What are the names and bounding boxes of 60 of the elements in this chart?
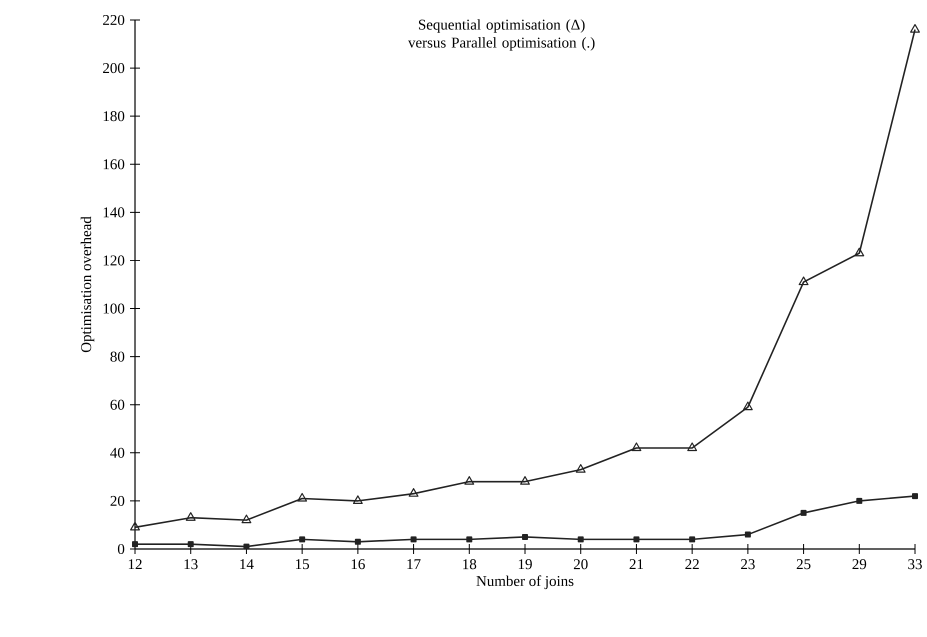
- point: [243, 544, 250, 550]
- x-tick-label: 29: [852, 559, 866, 570]
- x-tick-label: 12: [128, 559, 142, 570]
- x-tick-label: 14: [240, 559, 254, 570]
- y-tick-label: 160: [104, 159, 124, 170]
- y-tick-label: 140: [104, 207, 124, 218]
- point: [352, 495, 363, 504]
- point: [632, 442, 642, 452]
- point: [130, 522, 140, 530]
- y-tick-label: 60: [110, 400, 124, 410]
- point: [744, 532, 751, 538]
- point: [912, 493, 918, 500]
- x-tick-label: 33: [908, 559, 922, 570]
- y-tick-label: 0: [118, 544, 124, 554]
- x-tick-label: 22: [685, 559, 699, 570]
- point: [410, 536, 417, 542]
- point: [633, 536, 640, 542]
- y-tick-label: 220: [103, 14, 124, 26]
- x-tick-label: 17: [407, 559, 421, 570]
- point: [689, 536, 696, 542]
- x-tick-label: 19: [518, 559, 532, 570]
- y-axis-title: Optimisation overhead: [80, 216, 94, 352]
- y-tick-label: 200: [103, 63, 124, 74]
- point: [299, 536, 306, 542]
- point: [408, 488, 419, 497]
- x-tick-label: 16: [352, 559, 365, 570]
- y-tick-label: 20: [110, 496, 124, 506]
- point: [188, 541, 194, 548]
- point: [464, 476, 474, 485]
- point: [520, 476, 530, 485]
- point: [466, 536, 472, 542]
- y-tick-label: 80: [110, 352, 124, 362]
- point: [186, 512, 196, 521]
- point: [522, 534, 528, 540]
- point: [910, 24, 920, 33]
- y-tick-label: 40: [110, 448, 124, 458]
- point: [798, 276, 809, 286]
- point: [856, 498, 862, 504]
- x-tick-label: 21: [630, 559, 644, 570]
- point: [800, 510, 807, 516]
- text: Sequential optimisation (Δ) versus Parallel optimisation (.): [408, 19, 595, 51]
- x-tick-label: 18: [463, 559, 476, 570]
- point: [132, 541, 138, 548]
- y-tick-label: 180: [104, 111, 124, 122]
- point: [854, 248, 864, 256]
- y-tick-label: 100: [104, 303, 124, 314]
- x-tick-label: 13: [184, 559, 198, 570]
- x-tick-label: 20: [574, 559, 588, 570]
- point: [576, 464, 586, 473]
- y-tick-label: 120: [104, 255, 124, 266]
- x-tick-label: 25: [796, 559, 810, 570]
- point: [742, 402, 753, 410]
- point: [354, 538, 361, 545]
- x-axis-title: Number of joins: [476, 575, 574, 590]
- point: [687, 442, 698, 452]
- point: [297, 492, 308, 502]
- x-tick-label: 23: [741, 559, 755, 570]
- point: [242, 514, 252, 524]
- point: [578, 536, 584, 542]
- x-tick-label: 15: [296, 559, 310, 570]
